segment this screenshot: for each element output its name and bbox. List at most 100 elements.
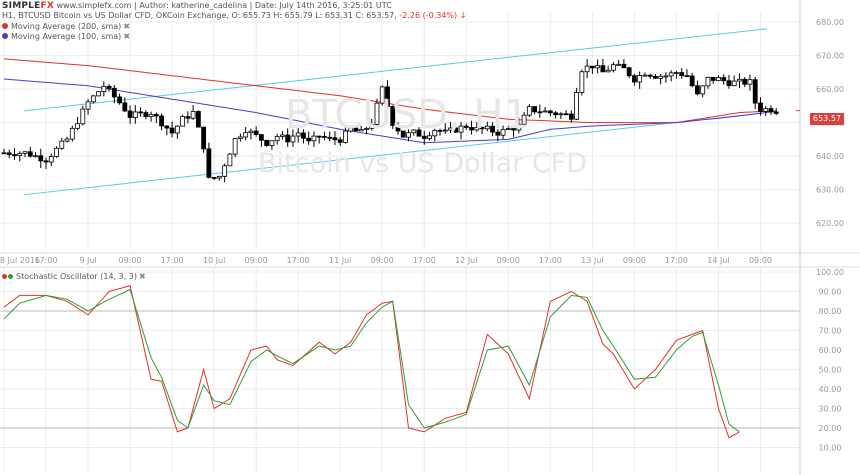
- candle-body: [43, 160, 49, 163]
- candle-body: [689, 75, 695, 87]
- symbol-label: H1, BTCUSD: [2, 11, 51, 20]
- candle-body: [773, 111, 779, 114]
- candle-body: [379, 86, 385, 104]
- close-icon[interactable]: ✖: [123, 32, 131, 41]
- stoch-d-line: [3, 288, 740, 433]
- price-tick-label: 620.00: [816, 219, 844, 228]
- candle-body: [306, 137, 312, 142]
- stoch-k-dot: [2, 274, 7, 279]
- change-arrow: ↓: [459, 11, 467, 20]
- candle-body: [721, 77, 727, 82]
- candle-body: [532, 106, 537, 113]
- candle-body: [343, 130, 348, 143]
- candle-body: [364, 127, 369, 130]
- candle-body: [159, 115, 165, 127]
- time-tick-label: 11 Jul: [329, 256, 351, 265]
- candle-body: [579, 71, 585, 93]
- legend-ma200[interactable]: Moving Average (200, sma) ✖: [2, 22, 130, 31]
- candle-body: [227, 153, 233, 167]
- time-tick-label: 12 Jul: [455, 256, 477, 265]
- close-icon[interactable]: ✖: [139, 272, 146, 281]
- candle-body: [400, 130, 406, 138]
- candle-body: [148, 114, 154, 117]
- candle-body: [201, 126, 207, 150]
- candle-body: [369, 124, 375, 129]
- candle-body: [768, 108, 774, 113]
- candle-body: [705, 76, 711, 87]
- candle-body: [22, 151, 28, 154]
- legend-stochastic[interactable]: Stochastic Oscillator (14, 3, 3) ✖: [2, 272, 146, 281]
- candle-body: [64, 138, 70, 142]
- channel-lower-line: [23, 112, 768, 196]
- candle-body: [395, 125, 401, 132]
- candle-body: [695, 85, 700, 95]
- candle-body: [442, 129, 448, 132]
- candle-body: [563, 113, 569, 116]
- time-tick-label: 09:00: [623, 256, 646, 265]
- candle-body: [716, 77, 721, 81]
- candle-body: [33, 155, 38, 158]
- candle-body: [337, 139, 343, 143]
- candle-body: [390, 106, 396, 126]
- candle-body: [153, 114, 159, 117]
- candle-body: [700, 85, 706, 95]
- close-icon[interactable]: ✖: [123, 22, 131, 31]
- candle-body: [180, 116, 186, 127]
- candle-body: [264, 139, 270, 146]
- time-tick-label: 17:00: [539, 256, 562, 265]
- candlesticks: [1, 58, 779, 183]
- time-tick-label: 13 Jul: [581, 256, 603, 265]
- candle-body: [511, 128, 516, 131]
- candle-body: [411, 129, 417, 134]
- time-tick-label: 17:00: [413, 256, 436, 265]
- candle-body: [75, 123, 80, 129]
- candle-body: [80, 108, 86, 125]
- ma200-label: Moving Average (200, sma): [11, 22, 122, 31]
- candle-body: [358, 129, 364, 132]
- candle-body: [763, 108, 769, 112]
- channel-upper-line: [23, 28, 768, 112]
- candle-body: [469, 127, 474, 131]
- candle-body: [621, 63, 627, 69]
- candle-body: [117, 96, 122, 104]
- candle-body: [642, 74, 648, 77]
- time-tick-label: 09:00: [371, 256, 394, 265]
- candle-body: [610, 64, 616, 71]
- candle-body: [537, 111, 543, 114]
- ma200-line: [3, 58, 777, 124]
- candle-body: [12, 154, 17, 157]
- oscillator-axis-labels: 10.00 20.00 30.00 40.00 50.00 60.00 70.00 80.00…: [816, 268, 844, 453]
- oscillator-tick-label: 10.00: [819, 444, 842, 453]
- ma100-line: [3, 78, 777, 144]
- candle-body: [6, 152, 12, 155]
- candle-body: [122, 102, 128, 112]
- candle-body: [453, 127, 459, 133]
- candle-body: [59, 140, 65, 149]
- candle-body: [547, 110, 553, 114]
- legend-ma100[interactable]: Moving Average (100, sma) ✖: [2, 32, 130, 41]
- candle-body: [553, 112, 558, 116]
- candle-body: [574, 92, 580, 120]
- ma100-label: Moving Average (100, sma): [11, 32, 122, 41]
- candle-body: [290, 135, 296, 143]
- candle-body: [589, 65, 595, 69]
- candle-body: [406, 132, 411, 138]
- stoch-k-line: [3, 284, 740, 439]
- stoch-d-dot: [8, 274, 13, 279]
- candle-body: [248, 130, 254, 134]
- oscillator-tick-label: 40.00: [819, 385, 842, 394]
- candle-body: [495, 131, 501, 136]
- header-line-1: SIMPLEFX www.simplefx.com | Author: kath…: [2, 1, 392, 11]
- candle-body: [243, 132, 249, 138]
- oscillator-gridlines: [0, 267, 800, 472]
- time-tick-label: 17:00: [287, 256, 310, 265]
- candle-body: [332, 137, 338, 141]
- candle-body: [274, 136, 280, 142]
- candle-body: [127, 110, 133, 118]
- candle-body: [190, 111, 196, 119]
- candle-body: [348, 127, 354, 132]
- candle-body: [558, 113, 564, 116]
- symbol-description: Bitcoin vs US Dollar CFD, OKCoin Exchang…: [53, 11, 397, 20]
